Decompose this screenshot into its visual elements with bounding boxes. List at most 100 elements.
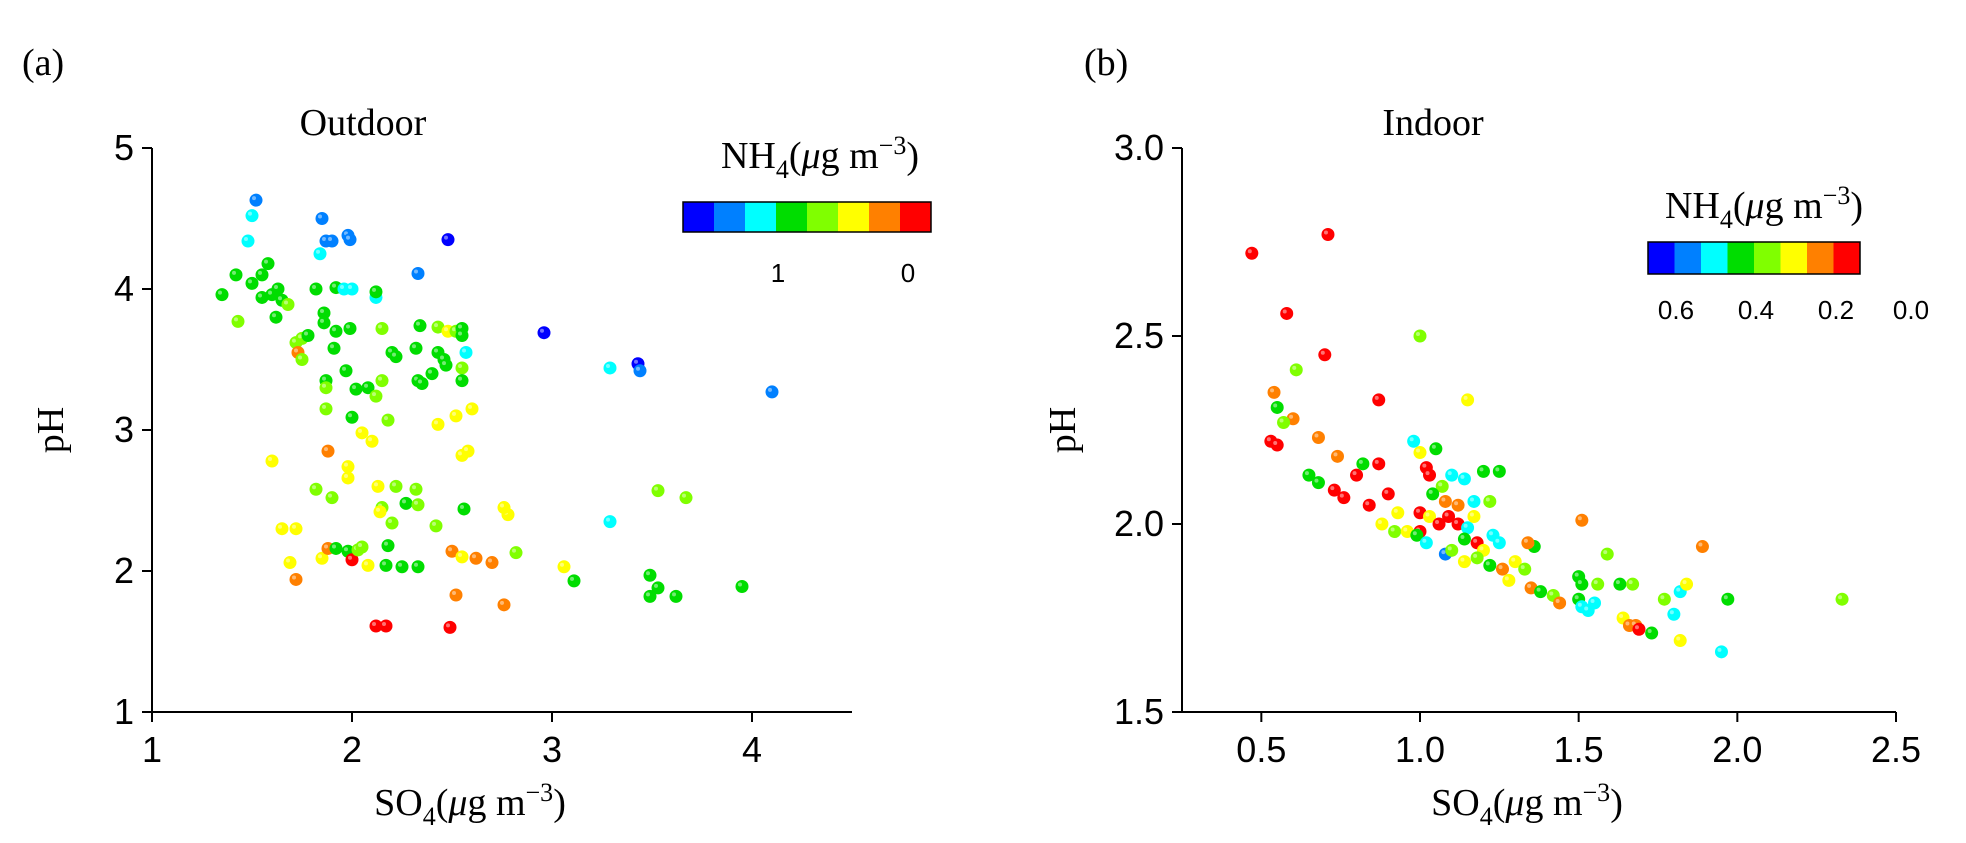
data-point <box>369 389 383 403</box>
data-point-highlight <box>1422 463 1427 468</box>
data-point <box>289 522 303 536</box>
data-point <box>643 589 657 603</box>
data-point-highlight <box>1647 629 1652 634</box>
data-point <box>379 619 393 633</box>
data-point-highlight <box>414 500 418 505</box>
data-point-highlight <box>248 279 252 284</box>
data-point-highlight <box>1365 501 1370 506</box>
data-point <box>319 402 333 416</box>
data-point-highlight <box>272 313 276 318</box>
data-point-highlight <box>1523 538 1528 543</box>
panel-a-y-tick-label: 2 <box>114 550 134 591</box>
data-point-highlight <box>1577 580 1582 585</box>
data-point <box>1457 472 1471 486</box>
panel-a-colorbar-border <box>682 201 932 233</box>
panel-a-colorbar-swatch <box>683 202 714 232</box>
panel-a-colorbar-tick-1: 1 <box>771 258 785 288</box>
data-point-highlight <box>738 582 742 587</box>
panel-b-x-tick-label: 1.5 <box>1554 729 1604 770</box>
data-point <box>321 444 335 458</box>
data-point-highlight <box>458 552 462 557</box>
data-point <box>669 589 683 603</box>
data-point <box>1626 577 1640 591</box>
data-point-highlight <box>646 592 650 597</box>
data-point <box>1483 558 1497 572</box>
data-point <box>1467 494 1481 508</box>
data-point <box>389 479 403 493</box>
data-point-highlight <box>1435 520 1440 524</box>
panel-a-colorbar-swatch <box>714 202 745 232</box>
panel-a-title: Outdoor <box>300 102 427 144</box>
data-point <box>375 321 389 335</box>
data-point <box>509 546 523 560</box>
data-point-highlight <box>1444 512 1449 517</box>
data-point-highlight <box>1717 647 1722 652</box>
data-point-highlight <box>1320 350 1325 355</box>
data-point <box>215 288 229 302</box>
data-point <box>1407 434 1421 448</box>
data-point-highlight <box>432 521 436 526</box>
data-point-highlight <box>440 355 444 360</box>
data-point <box>1591 577 1605 591</box>
data-point-highlight <box>248 211 252 216</box>
data-point-highlight <box>1488 531 1493 536</box>
data-point <box>373 505 387 519</box>
data-point <box>1302 468 1316 482</box>
data-point-highlight <box>452 327 456 332</box>
data-point <box>1518 562 1532 576</box>
data-point-highlight <box>636 366 640 371</box>
data-point-highlight <box>1438 482 1443 487</box>
data-point-highlight <box>284 300 288 305</box>
panel-b-y-tick-label: 3.0 <box>1114 127 1164 168</box>
data-point-highlight <box>1838 595 1843 600</box>
data-point-highlight <box>1536 587 1541 592</box>
data-point-highlight <box>452 411 456 416</box>
data-point <box>317 316 331 330</box>
data-point-highlight <box>322 404 326 409</box>
data-point-highlight <box>428 369 432 374</box>
data-point-highlight <box>458 324 462 329</box>
data-point <box>443 620 457 634</box>
data-point <box>1432 517 1446 531</box>
data-point <box>1457 555 1471 569</box>
panel-b-y-axis-label: pH <box>1042 407 1084 453</box>
data-point <box>1289 363 1303 377</box>
data-point <box>1267 385 1281 399</box>
data-point-highlight <box>654 486 658 491</box>
data-point-highlight <box>1628 580 1633 585</box>
data-point <box>1835 592 1849 606</box>
data-point <box>329 324 343 338</box>
data-point-highlight <box>672 592 676 597</box>
data-point <box>1438 494 1452 508</box>
data-point-highlight <box>388 348 392 353</box>
data-point-highlight <box>1463 395 1468 400</box>
data-point <box>1423 509 1437 523</box>
data-point-highlight <box>234 317 238 322</box>
panel-b-y-tick-label: 1.5 <box>1114 691 1164 732</box>
data-point-highlight <box>1273 441 1278 446</box>
data-point-highlight <box>768 387 772 392</box>
data-point <box>1657 592 1671 606</box>
data-point <box>1375 517 1389 531</box>
data-point <box>345 282 359 296</box>
data-point-highlight <box>1463 523 1468 528</box>
data-point <box>1372 393 1386 407</box>
data-point-highlight <box>500 503 504 508</box>
data-point <box>289 572 303 586</box>
data-point-highlight <box>312 285 316 289</box>
data-point-highlight <box>1473 553 1478 558</box>
data-point-highlight <box>1454 520 1459 524</box>
data-point <box>313 247 327 261</box>
data-point-highlight <box>1527 583 1532 588</box>
data-point <box>1467 509 1481 523</box>
data-point <box>567 574 581 588</box>
data-point-highlight <box>1441 497 1446 502</box>
data-point-highlight <box>444 327 448 332</box>
data-point <box>1613 577 1627 591</box>
data-point-highlight <box>464 447 468 452</box>
data-point-highlight <box>318 554 322 559</box>
data-point-highlight <box>1669 610 1674 615</box>
panel-a-colorbar-tick-0: 0 <box>901 258 915 288</box>
panel-a-x-tick-label: 3 <box>542 729 562 770</box>
data-point-highlight <box>364 561 368 566</box>
